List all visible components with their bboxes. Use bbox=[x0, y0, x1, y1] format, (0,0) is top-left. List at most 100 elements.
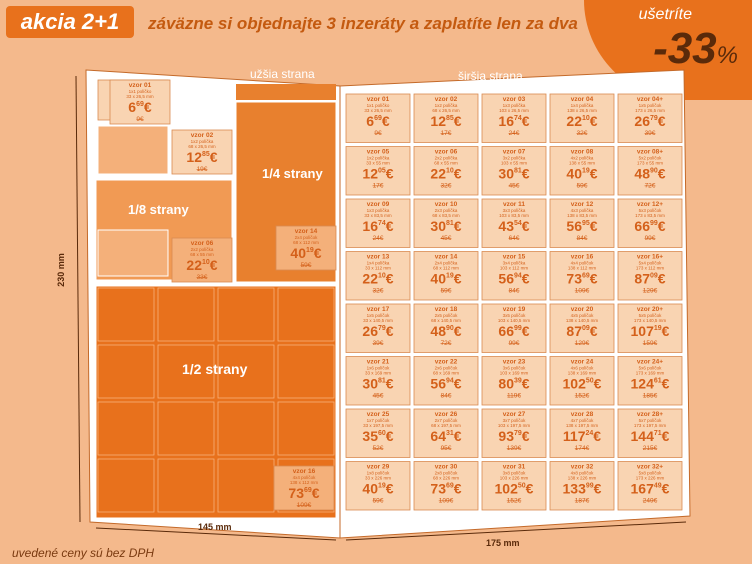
ad-old-price: 32€ bbox=[577, 130, 588, 137]
ad-name: vzor 15 bbox=[503, 254, 526, 261]
narrow-width-line bbox=[95, 527, 337, 541]
ad-name: vzor 11 bbox=[503, 201, 525, 208]
half-grid-cell bbox=[97, 344, 155, 399]
ad-price: 9379€ bbox=[498, 428, 529, 444]
ad-old-price: 17€ bbox=[373, 183, 384, 190]
ad-size: 68 x 226 mm bbox=[433, 476, 459, 481]
ad-name: vzor 02 bbox=[435, 96, 458, 103]
wide-ad-box bbox=[481, 408, 547, 458]
ad-size: 33 x 140,5 mm bbox=[363, 318, 393, 323]
ad-size: 138 x 140,5 mm bbox=[566, 318, 599, 323]
ad-size: 103 x 169 mm bbox=[500, 371, 529, 376]
ad-name: vzor 03 bbox=[503, 96, 526, 103]
ad-fields: 1x1 políčko bbox=[129, 89, 152, 94]
ad-price: 4890€ bbox=[430, 323, 461, 339]
ad-fields: 3x8 políčok bbox=[503, 471, 527, 476]
ad-fields: 3x6 políčok bbox=[503, 366, 527, 371]
wide-ad-box bbox=[481, 303, 547, 353]
ad-size: 33 x 83,5 mm bbox=[364, 213, 392, 218]
ad-price: 7369€ bbox=[430, 481, 461, 497]
wide-ad-box bbox=[617, 356, 683, 406]
ad-price: 10719€ bbox=[631, 323, 670, 339]
narrow-ad-box bbox=[171, 237, 233, 283]
ad-price: 8039€ bbox=[498, 376, 529, 392]
ad-size: 173 x 55 mm bbox=[637, 161, 663, 166]
ad-old-price: 9€ bbox=[374, 130, 382, 137]
half-grid-cell bbox=[277, 344, 335, 399]
ad-name: vzor 10 bbox=[435, 201, 458, 208]
ad-size: 103 x 55 mm bbox=[501, 161, 527, 166]
ad-name: vzor 31 bbox=[503, 464, 526, 471]
wide-ad-box bbox=[413, 356, 479, 406]
ad-price: 4019€ bbox=[430, 271, 461, 287]
ad-fields: 4x3 políčka bbox=[571, 208, 594, 213]
wide-ad-box bbox=[413, 146, 479, 196]
ad-old-price: 152€ bbox=[575, 393, 590, 400]
ad-name: vzor 13 bbox=[367, 254, 390, 261]
ad-size: 173 x 83,5 mm bbox=[635, 213, 665, 218]
wide-ad-box bbox=[549, 356, 615, 406]
wide-ad-box bbox=[413, 93, 479, 143]
ad-size: 68 x 197,5 mm bbox=[431, 423, 461, 428]
ad-old-price: 119€ bbox=[507, 393, 521, 400]
ad-name: vzor 08+ bbox=[637, 149, 663, 156]
ad-price: 2210€ bbox=[566, 113, 597, 129]
ad-fields: 5x5 políčok bbox=[639, 313, 663, 318]
ad-price: 7369€ bbox=[566, 271, 597, 287]
ad-old-price: 215€ bbox=[643, 445, 658, 452]
ad-old-price: 95€ bbox=[441, 445, 452, 452]
ad-price: 11724€ bbox=[563, 428, 601, 444]
ad-old-price: 24€ bbox=[373, 235, 384, 242]
ad-size: 173 x 112 mm bbox=[636, 266, 664, 271]
narrow-ad-box bbox=[171, 129, 233, 175]
ad-size: 138 x 169 mm bbox=[568, 371, 597, 376]
ad-fields: 1x2 políčka bbox=[367, 156, 390, 161]
ad-fields: 5x4 políčok bbox=[639, 261, 663, 266]
ad-name: vzor 28 bbox=[571, 411, 594, 418]
ad-old-price: 33€ bbox=[197, 274, 208, 281]
wide-ad-box bbox=[481, 146, 547, 196]
wide-ad-box bbox=[345, 251, 411, 301]
ad-price: 3081€ bbox=[362, 376, 393, 392]
wide-ad-box bbox=[481, 251, 547, 301]
ad-name: vzor 19 bbox=[503, 306, 526, 313]
ad-name: vzor 29 bbox=[367, 464, 390, 471]
ad-fields: 2x2 políčka bbox=[435, 156, 458, 161]
ad-name: vzor 04 bbox=[571, 96, 594, 103]
wide-ad-box bbox=[345, 146, 411, 196]
wide-ad-box bbox=[345, 461, 411, 511]
wide-ad-box bbox=[345, 198, 411, 248]
ad-price: 12461€ bbox=[631, 376, 670, 392]
ad-size: 68 x 55 mm bbox=[190, 252, 214, 257]
ad-fields: 2x2 políčka bbox=[191, 247, 214, 252]
ad-old-price: 59€ bbox=[441, 288, 452, 295]
ad-size: 138 x 112 mm bbox=[290, 480, 318, 485]
wide-width-line bbox=[345, 521, 687, 541]
ad-name: vzor 09 bbox=[367, 201, 390, 208]
ad-name: vzor 21 bbox=[367, 359, 390, 366]
ad-fields: 4x4 políčok bbox=[293, 475, 317, 480]
ad-size: 33 x 55 mm bbox=[366, 161, 390, 166]
ad-price: 2210€ bbox=[186, 257, 217, 273]
narrow-width-label: 145 mm bbox=[198, 522, 232, 532]
ad-price: 669€ bbox=[366, 113, 390, 129]
ad-price: 4019€ bbox=[566, 166, 597, 182]
ad-fields: 1x5 políčok bbox=[639, 103, 663, 108]
ad-name: vzor 20 bbox=[571, 306, 594, 313]
narrow-side-label: užšia strana bbox=[250, 67, 315, 81]
ad-name: vzor 32 bbox=[571, 464, 594, 471]
